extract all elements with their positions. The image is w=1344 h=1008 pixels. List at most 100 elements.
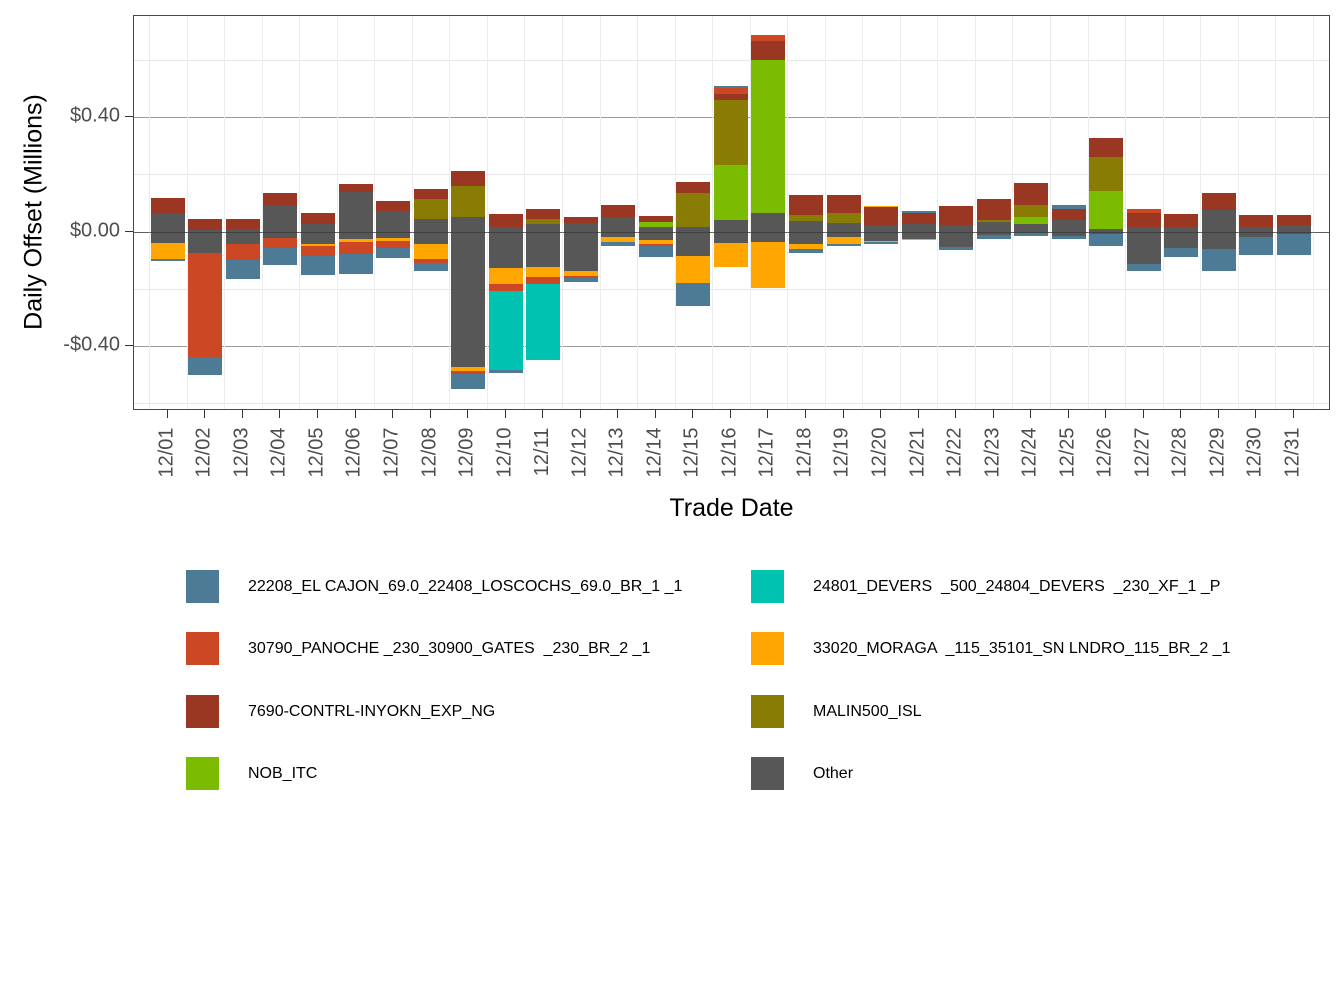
bar-segment-OT bbox=[225, 228, 260, 245]
bar-segment-ML bbox=[413, 198, 448, 219]
legend-swatch bbox=[186, 570, 219, 603]
x-axis-tick bbox=[1030, 410, 1032, 418]
vertical-gridline bbox=[1049, 16, 1051, 409]
vertical-gridline bbox=[712, 16, 714, 409]
legend-entry: 22208_EL CAJON_69.0_22408_LOSCOCHS_69.0_… bbox=[186, 570, 746, 603]
bar-segment-IN bbox=[826, 195, 861, 213]
bar-segment-EL bbox=[601, 242, 636, 246]
y-tick-label: $0.40 bbox=[69, 104, 120, 127]
bar-segment-IN bbox=[713, 94, 748, 100]
legend-label: NOB_ITC bbox=[248, 764, 318, 782]
bar-segment-OT bbox=[451, 216, 486, 367]
vertical-gridline bbox=[1087, 16, 1089, 409]
bar-segment-EL bbox=[338, 254, 373, 275]
bar-segment-ML bbox=[526, 218, 561, 225]
bar-segment-IN bbox=[300, 213, 335, 225]
plot-panel bbox=[133, 15, 1330, 410]
x-axis-tick bbox=[1255, 410, 1257, 418]
x-axis-tick bbox=[955, 410, 957, 418]
bar-segment-NB bbox=[1089, 190, 1124, 229]
x-axis-title: Trade Date bbox=[669, 494, 794, 522]
y-tick-label: $0.00 bbox=[69, 219, 120, 241]
vertical-gridline bbox=[824, 16, 826, 409]
bar-segment-EL bbox=[563, 278, 598, 282]
bar-segment-MG bbox=[901, 238, 936, 241]
legend-swatch bbox=[751, 570, 784, 603]
vertical-gridline bbox=[674, 16, 676, 409]
y-axis-tick bbox=[125, 230, 133, 232]
bar-segment-MG bbox=[676, 255, 711, 283]
bar-segment-EL bbox=[1239, 236, 1274, 256]
vertical-gridline bbox=[411, 16, 413, 409]
bar-segment-ML bbox=[788, 214, 823, 221]
vertical-gridline bbox=[1312, 16, 1314, 409]
bar-segment-OT bbox=[263, 204, 298, 238]
bar-segment-NB bbox=[751, 59, 786, 213]
x-axis-tick bbox=[542, 410, 544, 418]
bar-segment-MG bbox=[864, 240, 899, 243]
legend-label: 24801_DEVERS _500_24804_DEVERS _230_XF_1… bbox=[813, 577, 1221, 595]
vertical-gridline bbox=[224, 16, 226, 409]
x-axis-tick bbox=[917, 410, 919, 418]
vertical-gridline bbox=[749, 16, 751, 409]
x-axis-tick bbox=[1180, 410, 1182, 418]
legend-label: 7690-CONTRL-INYOKN_EXP_NG bbox=[248, 702, 496, 720]
bar-segment-ML bbox=[713, 99, 748, 166]
vertical-gridline bbox=[149, 16, 151, 409]
bar-segment-EL bbox=[1126, 263, 1161, 272]
legend-swatch bbox=[186, 757, 219, 790]
bar-segment-EL bbox=[188, 356, 223, 376]
bar-segment-OT bbox=[713, 220, 748, 243]
legend-label: Other bbox=[813, 764, 854, 782]
bar-segment-IN bbox=[676, 181, 711, 194]
x-axis-tick bbox=[1293, 410, 1294, 418]
bar-segment-PN bbox=[225, 244, 260, 260]
legend-entry: 30790_PANOCHE _230_30900_GATES _230_BR_2… bbox=[186, 632, 746, 665]
vertical-gridline bbox=[486, 16, 488, 409]
vertical-gridline bbox=[974, 16, 976, 409]
bar-segment-OT bbox=[1164, 227, 1199, 249]
legend-label: 33020_MORAGA _115_35101_SN LNDRO_115_BR_… bbox=[813, 639, 1231, 657]
vertical-gridline bbox=[937, 16, 939, 409]
minor-gridline bbox=[134, 403, 1329, 405]
bar-segment-EL bbox=[1201, 248, 1236, 272]
bar-segment-DV bbox=[488, 291, 523, 371]
major-gridline bbox=[134, 346, 1329, 347]
bar-segment-PN bbox=[751, 35, 786, 42]
bar-segment-IN bbox=[1164, 214, 1199, 228]
bar-segment-OT bbox=[1201, 210, 1236, 249]
bar-segment-IN bbox=[488, 214, 523, 227]
bar-segment-PN bbox=[526, 277, 561, 284]
bar-segment-OT bbox=[601, 216, 636, 238]
vertical-gridline bbox=[599, 16, 601, 409]
x-axis-tick bbox=[617, 410, 619, 418]
bar-segment-OT bbox=[563, 223, 598, 272]
vertical-gridline bbox=[299, 16, 301, 409]
vertical-gridline bbox=[1125, 16, 1127, 409]
bar-segment-EL bbox=[788, 249, 823, 254]
bar-segment-MG bbox=[488, 268, 523, 285]
bar-segment-MG bbox=[451, 366, 486, 371]
zero-baseline bbox=[134, 231, 1329, 233]
bar-segment-EL bbox=[488, 370, 523, 374]
bar-segment-OT bbox=[188, 230, 223, 253]
x-axis-tick bbox=[1105, 410, 1107, 418]
y-tick-label: -$0.40 bbox=[63, 333, 120, 356]
bar-segment-OT bbox=[751, 212, 786, 242]
bar-segment-OT bbox=[864, 224, 899, 241]
x-axis-tick bbox=[392, 410, 394, 418]
bar-segment-MG bbox=[638, 239, 673, 244]
x-tick-label: 12/31 bbox=[1281, 427, 1304, 478]
bar-segment-PN bbox=[563, 275, 598, 279]
bar-segment-IN bbox=[901, 213, 936, 225]
x-axis-tick bbox=[654, 410, 656, 418]
bar-segment-PN bbox=[300, 245, 335, 256]
bar-segment-OT bbox=[1051, 219, 1086, 236]
bar-segment-IN bbox=[413, 189, 448, 199]
bar-segment-EL bbox=[150, 258, 185, 262]
y-axis-tick bbox=[125, 116, 133, 117]
bar-segment-MG bbox=[300, 243, 335, 246]
bar-segment-IN bbox=[526, 208, 561, 219]
bar-segment-EL bbox=[413, 262, 448, 271]
